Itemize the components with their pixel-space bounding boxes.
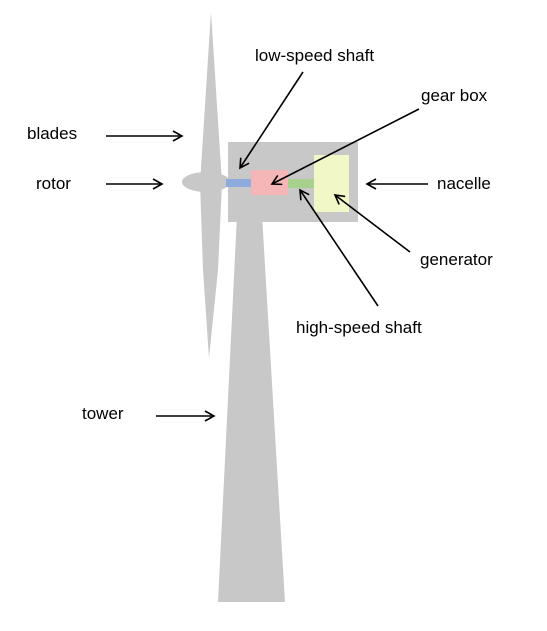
- tower-shape: [218, 215, 285, 602]
- generator-arrow: [333, 194, 411, 253]
- low-speed-shaft-arrow: [239, 71, 304, 170]
- high-speed-shaft-shape: [288, 179, 314, 188]
- gear-box-shape: [251, 170, 288, 195]
- gear-box-label: gear box: [421, 86, 488, 105]
- gear-box-arrow: [270, 108, 420, 186]
- high-speed-shaft-arrow: [299, 188, 379, 307]
- generator-label: generator: [420, 250, 493, 269]
- generator-shape: [314, 155, 349, 212]
- low-speed-shaft-label: low-speed shaft: [255, 46, 375, 65]
- low-speed-shaft-shape: [226, 179, 251, 187]
- rotor-label: rotor: [36, 174, 71, 193]
- rotor-hub-shape: [182, 172, 230, 192]
- nacelle-label: nacelle: [437, 174, 491, 193]
- tower-label: tower: [82, 404, 124, 423]
- blades-label: blades: [27, 124, 78, 143]
- high-speed-shaft-label: high-speed shaft: [296, 318, 422, 337]
